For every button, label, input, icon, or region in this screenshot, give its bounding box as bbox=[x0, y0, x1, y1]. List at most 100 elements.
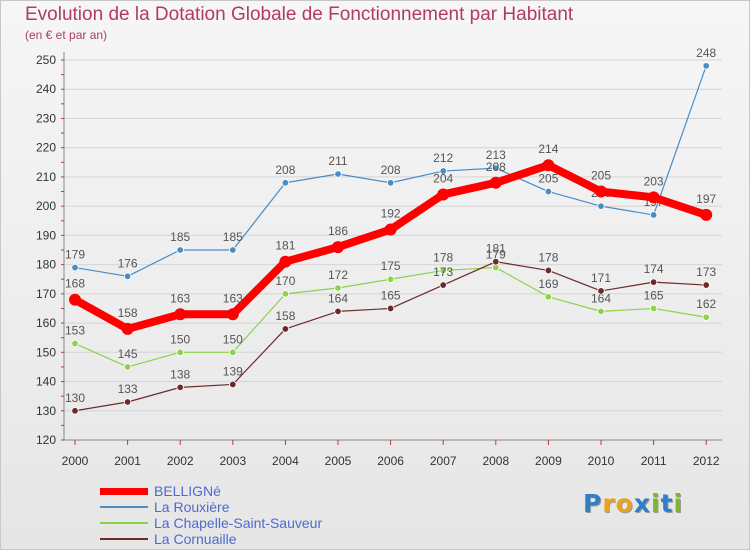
data-point-la-chapelle-saint-sauveur bbox=[386, 275, 395, 283]
y-tick-label: 250 bbox=[36, 53, 56, 67]
legend-item: BELLIGNé bbox=[100, 483, 380, 499]
logo-letter: i bbox=[673, 489, 684, 518]
data-point-la-chapelle-saint-sauveur bbox=[702, 313, 710, 321]
x-tick-label: 2010 bbox=[588, 454, 615, 468]
legend-label: BELLIGNé bbox=[154, 483, 221, 499]
data-point-bellign- bbox=[489, 176, 502, 189]
proxiti-logo: Proxiti bbox=[583, 489, 683, 518]
y-tick-label: 240 bbox=[36, 82, 56, 96]
legend-label: La Chapelle-Saint-Sauveur bbox=[154, 515, 323, 531]
data-label-la-cornuaille: 173 bbox=[433, 265, 453, 279]
data-label-la-chapelle-saint-sauveur: 170 bbox=[275, 274, 295, 288]
y-tick-label: 180 bbox=[36, 258, 56, 272]
y-tick-label: 190 bbox=[36, 228, 56, 242]
data-label-la-cornuaille: 139 bbox=[223, 364, 243, 378]
data-point-la-rouxi-re bbox=[702, 62, 710, 70]
data-label-la-cornuaille: 178 bbox=[538, 250, 558, 264]
data-label-la-cornuaille: 130 bbox=[65, 391, 85, 405]
data-point-la-cornuaille bbox=[492, 257, 500, 266]
data-point-la-rouxi-re bbox=[229, 246, 237, 254]
data-label-bellign-: 181 bbox=[275, 239, 295, 253]
data-label-la-cornuaille: 164 bbox=[328, 291, 348, 305]
data-point-la-rouxi-re bbox=[123, 272, 132, 281]
data-label-la-rouxi-re: 185 bbox=[170, 230, 190, 244]
data-label-bellign-: 208 bbox=[486, 160, 506, 174]
data-label-la-cornuaille: 158 bbox=[275, 309, 295, 323]
data-point-la-chapelle-saint-sauveur bbox=[123, 363, 132, 371]
data-point-la-chapelle-saint-sauveur bbox=[229, 348, 237, 357]
data-point-bellign- bbox=[437, 188, 450, 201]
data-label-la-chapelle-saint-sauveur: 178 bbox=[433, 250, 453, 264]
logo-letter: o bbox=[615, 489, 634, 518]
data-point-la-rouxi-re bbox=[597, 202, 605, 210]
data-point-la-cornuaille bbox=[702, 281, 710, 289]
data-label-la-chapelle-saint-sauveur: 165 bbox=[644, 288, 664, 302]
data-label-la-rouxi-re: 179 bbox=[65, 248, 85, 262]
data-point-la-chapelle-saint-sauveur bbox=[439, 266, 447, 275]
data-label-la-rouxi-re: 212 bbox=[433, 151, 453, 165]
data-label-bellign-: 158 bbox=[118, 306, 138, 320]
data-label-la-cornuaille: 173 bbox=[696, 265, 716, 279]
y-tick-label: 120 bbox=[36, 433, 56, 447]
data-point-bellign- bbox=[332, 241, 344, 254]
data-point-la-cornuaille bbox=[229, 380, 237, 389]
x-tick-label: 2008 bbox=[482, 454, 509, 468]
x-tick-label: 2000 bbox=[62, 454, 89, 468]
data-point-la-rouxi-re bbox=[492, 164, 500, 172]
data-label-la-cornuaille: 138 bbox=[170, 367, 190, 381]
data-label-bellign-: 168 bbox=[65, 277, 85, 291]
data-label-la-rouxi-re: 176 bbox=[118, 256, 138, 270]
data-point-bellign- bbox=[121, 322, 134, 335]
y-tick-label: 170 bbox=[36, 287, 56, 301]
data-label-bellign-: 163 bbox=[170, 291, 190, 305]
data-point-bellign- bbox=[69, 293, 81, 306]
data-label-la-cornuaille: 133 bbox=[118, 382, 138, 396]
data-label-la-rouxi-re: 211 bbox=[328, 154, 347, 168]
data-point-la-cornuaille bbox=[334, 307, 342, 316]
data-label-la-rouxi-re: 208 bbox=[381, 163, 401, 177]
y-tick-label: 230 bbox=[36, 111, 56, 125]
data-point-bellign- bbox=[279, 255, 292, 268]
x-tick-label: 2012 bbox=[693, 454, 720, 468]
x-tick-label: 2011 bbox=[641, 454, 667, 468]
x-tick-label: 2007 bbox=[430, 454, 457, 468]
data-label-bellign-: 192 bbox=[381, 207, 401, 221]
y-tick-label: 160 bbox=[36, 316, 56, 330]
data-label-la-chapelle-saint-sauveur: 164 bbox=[591, 291, 611, 305]
data-point-la-cornuaille bbox=[649, 278, 658, 286]
data-point-la-cornuaille bbox=[123, 398, 132, 406]
y-tick-label: 220 bbox=[36, 141, 56, 155]
legend-item: La Chapelle-Saint-Sauveur bbox=[100, 515, 380, 531]
logo-letter: P bbox=[583, 489, 603, 518]
data-point-la-chapelle-saint-sauveur bbox=[281, 290, 290, 298]
data-label-la-cornuaille: 174 bbox=[644, 262, 664, 276]
data-point-bellign- bbox=[384, 223, 397, 236]
data-point-la-chapelle-saint-sauveur bbox=[176, 348, 184, 357]
data-label-la-chapelle-saint-sauveur: 145 bbox=[118, 347, 138, 361]
data-point-bellign- bbox=[700, 208, 713, 221]
data-point-bellign- bbox=[542, 159, 555, 172]
data-label-la-chapelle-saint-sauveur: 179 bbox=[486, 248, 506, 262]
y-tick-label: 210 bbox=[36, 170, 56, 184]
y-tick-label: 130 bbox=[36, 404, 56, 418]
data-point-la-rouxi-re bbox=[386, 179, 395, 187]
x-tick-label: 2006 bbox=[377, 454, 404, 468]
data-point-la-rouxi-re bbox=[71, 263, 79, 272]
legend-label: La Rouxière bbox=[154, 499, 230, 515]
y-tick-label: 140 bbox=[36, 375, 56, 389]
data-label-bellign-: 197 bbox=[696, 192, 716, 206]
data-label-la-chapelle-saint-sauveur: 169 bbox=[538, 277, 558, 291]
data-label-la-chapelle-saint-sauveur: 162 bbox=[696, 297, 716, 311]
data-point-la-cornuaille bbox=[544, 266, 553, 275]
x-tick-label: 2009 bbox=[535, 454, 562, 468]
data-point-la-rouxi-re bbox=[281, 179, 290, 187]
data-label-la-rouxi-re: 213 bbox=[486, 148, 506, 162]
data-label-bellign-: 205 bbox=[591, 169, 611, 183]
data-point-la-chapelle-saint-sauveur bbox=[334, 284, 342, 292]
data-point-la-chapelle-saint-sauveur bbox=[649, 304, 658, 313]
data-label-la-chapelle-saint-sauveur: 150 bbox=[223, 332, 243, 346]
data-point-la-chapelle-saint-sauveur bbox=[71, 339, 79, 348]
data-point-la-rouxi-re bbox=[649, 211, 658, 219]
data-point-bellign- bbox=[174, 308, 187, 321]
